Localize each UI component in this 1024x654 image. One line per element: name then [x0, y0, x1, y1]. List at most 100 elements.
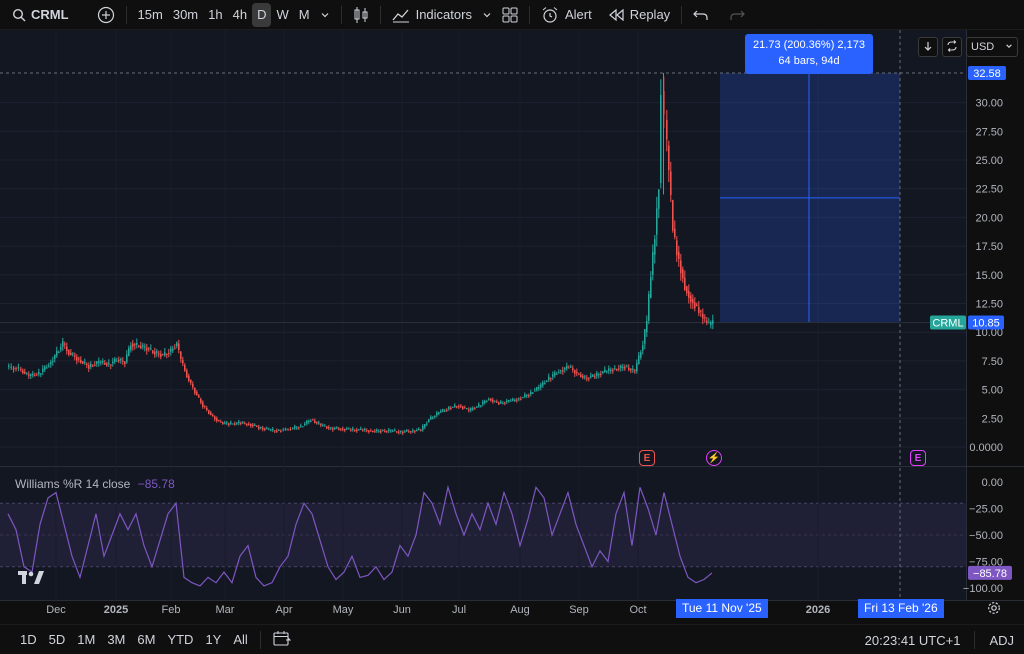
rewind-icon — [608, 8, 624, 22]
range-all[interactable]: All — [233, 632, 248, 647]
oscillator-tick-label: −25.00 — [969, 504, 1003, 516]
candle-body — [322, 424, 324, 426]
candle-body — [218, 420, 220, 422]
dividend-event-icon[interactable]: ⚡ — [706, 450, 722, 466]
interval-d[interactable]: D — [252, 2, 272, 27]
clock-timezone[interactable]: 20:23:41 UTC+1 — [864, 632, 961, 648]
candle-body — [294, 426, 296, 429]
scroll-down-button[interactable] — [918, 37, 938, 57]
candle-body — [476, 406, 478, 408]
symbol-label: CRML — [31, 7, 69, 22]
candle-body — [220, 421, 222, 423]
candle-body — [72, 353, 74, 355]
undo-button[interactable] — [688, 3, 714, 27]
candle-body — [458, 406, 460, 408]
candle-body — [698, 306, 700, 313]
candle-body — [378, 430, 380, 432]
candle-body — [428, 419, 430, 423]
measure-tooltip: 21.73 (200.36%) 2,173 64 bars, 94d — [745, 34, 873, 74]
earnings-future-event-icon[interactable]: E — [910, 450, 926, 466]
symbol-search[interactable]: CRML — [0, 3, 74, 27]
candle-body — [22, 370, 24, 374]
candle-body — [456, 406, 458, 408]
candle-body — [214, 416, 216, 420]
candle-body — [166, 354, 168, 356]
interval-15m[interactable]: 15m — [137, 7, 163, 22]
candle-body — [284, 428, 287, 431]
time-pill-end: Fri 13 Feb '26 — [858, 599, 944, 618]
candle-body — [304, 423, 306, 425]
candle-body — [632, 368, 634, 370]
candle-body — [246, 423, 248, 426]
chart-area[interactable]: 30.00 27.50 25.00 22.50 20.00 17.50 15.00 12.50… — [0, 30, 1024, 624]
redo-button[interactable] — [724, 3, 750, 27]
candle-body — [338, 428, 340, 430]
reset-scale-button[interactable] — [942, 37, 962, 57]
candle-body — [102, 361, 104, 363]
candle-body — [564, 367, 566, 370]
indicators-dropdown[interactable] — [477, 3, 497, 27]
candle-body — [560, 370, 562, 372]
candle-body — [432, 417, 434, 419]
candle-body — [568, 367, 570, 369]
currency-select[interactable]: USD — [966, 37, 1018, 57]
candle-body — [390, 430, 392, 432]
last-price-symbol-label: CRML — [932, 317, 963, 329]
candle-body — [48, 365, 50, 367]
interval-dropdown[interactable] — [315, 3, 335, 27]
candle-body — [634, 370, 636, 372]
price-chart[interactable]: 30.00 27.50 25.00 22.50 20.00 17.50 15.00 12.50… — [0, 30, 1024, 624]
candle-body — [354, 429, 356, 431]
candle-body — [202, 402, 204, 407]
oscillator-tick-label: −75.00 — [969, 557, 1003, 569]
range-1m[interactable]: 1M — [77, 632, 96, 647]
candle-body — [608, 368, 610, 371]
candle-body — [254, 424, 256, 426]
indicators-button[interactable]: Indicators — [387, 3, 477, 27]
goto-date-button[interactable] — [267, 630, 297, 649]
candle-body — [272, 429, 274, 431]
interval-1h[interactable]: 1h — [208, 7, 223, 22]
earnings-future-event-label: E — [914, 452, 922, 464]
candle-body — [570, 366, 572, 368]
candle-body — [196, 391, 198, 396]
candle-body — [478, 404, 480, 407]
interval-30m[interactable]: 30m — [172, 7, 199, 22]
range-1y[interactable]: 1Y — [205, 632, 222, 647]
candle-body — [392, 430, 394, 432]
interval-w[interactable]: W — [276, 7, 289, 22]
chart-type-button[interactable] — [348, 3, 374, 27]
tradingview-logo[interactable] — [18, 571, 44, 588]
compare-symbol-button[interactable] — [92, 3, 120, 27]
bottom-bar-right: 20:23:41 UTC+1 ADJ — [865, 625, 1014, 654]
chevron-down-icon — [1005, 41, 1013, 53]
candle-body — [184, 365, 186, 371]
candle-body — [706, 320, 708, 323]
range-6m[interactable]: 6M — [137, 632, 156, 647]
range-ytd[interactable]: YTD — [167, 632, 194, 647]
candle-body — [494, 400, 496, 402]
earnings-event-icon[interactable]: E — [639, 450, 655, 466]
candle-body — [694, 302, 696, 308]
time-tick-label: Aug — [510, 604, 530, 616]
replay-button[interactable]: Replay — [603, 3, 675, 27]
chevron-down-icon — [320, 10, 330, 20]
candle-body — [306, 420, 308, 424]
range-5d[interactable]: 5D — [48, 632, 66, 647]
candle-body — [316, 421, 318, 424]
bottom-bar: 1D 5D 1M 3M 6M YTD 1Y All 20:23:41 UTC+1… — [0, 624, 1024, 654]
range-3m[interactable]: 3M — [107, 632, 126, 647]
alert-button[interactable]: Alert — [536, 3, 597, 27]
layouts-button[interactable] — [497, 3, 523, 27]
settings-gear[interactable] — [987, 601, 1001, 618]
candle-body — [258, 426, 260, 429]
candle-body — [630, 368, 632, 371]
interval-m[interactable]: M — [298, 7, 310, 22]
interval-4h[interactable]: 4h — [232, 7, 248, 22]
oscillator-legend[interactable]: Williams %R 14 close −85.78 — [15, 477, 175, 491]
price-high-pill-label: 32.58 — [973, 68, 1001, 80]
range-1d[interactable]: 1D — [20, 632, 37, 647]
adjust-toggle[interactable]: ADJ — [989, 632, 1014, 648]
candle-body — [690, 295, 692, 303]
candle-body — [484, 400, 486, 403]
